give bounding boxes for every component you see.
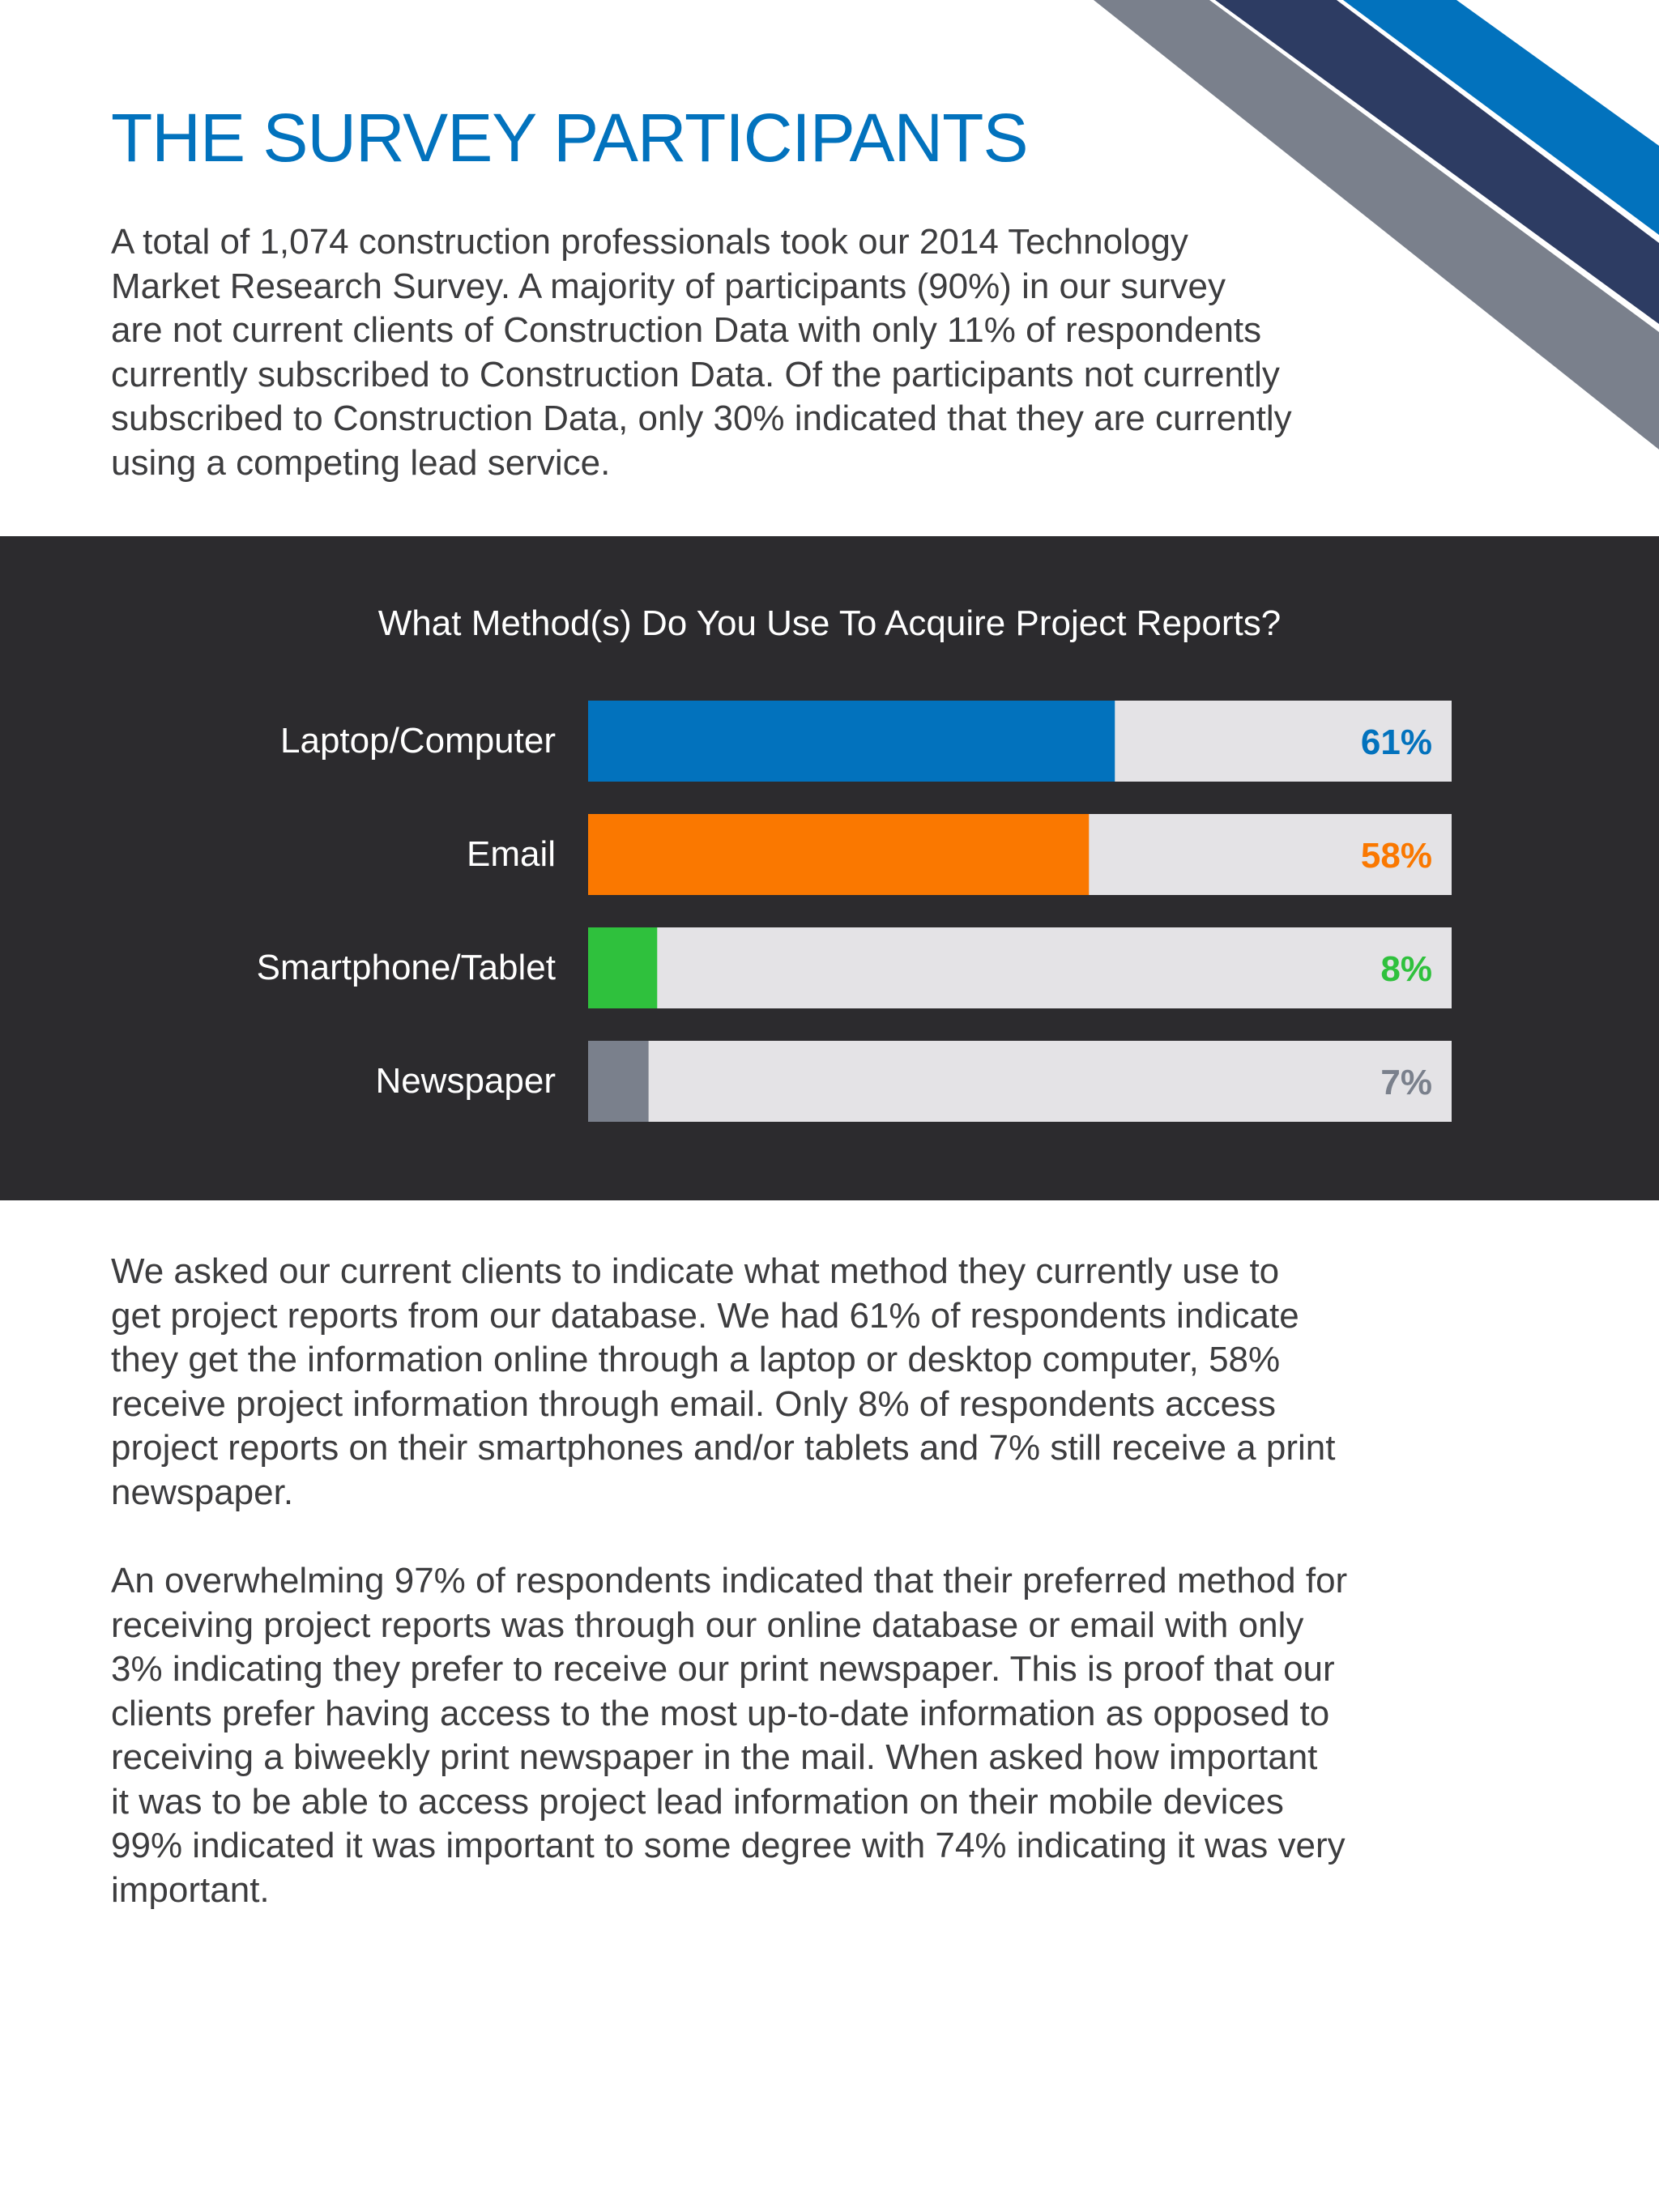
chart-title: What Method(s) Do You Use To Acquire Pro… [377,603,1282,643]
bar-track-newspaper [588,1041,1452,1122]
bar-email [588,814,1090,895]
preference-paragraph: An overwhelming 97% of respondents indic… [111,1561,1348,1910]
category-label-smartphone-tablet: Smartphone/Tablet [257,948,556,987]
methods-paragraph: We asked our current clients to indicate… [111,1251,1336,1512]
value-label-email: 58% [1361,836,1432,876]
value-label-laptop-computer: 61% [1361,722,1432,762]
bar-newspaper [588,1041,649,1122]
stripe-blue [1343,0,1659,235]
chart-panel: What Method(s) Do You Use To Acquire Pro… [0,536,1659,1200]
category-label-email: Email [467,834,556,874]
intro-paragraph: A total of 1,074 construction profession… [111,222,1292,483]
category-label-newspaper: Newspaper [375,1061,556,1101]
bar-laptop-computer [588,701,1115,782]
page-title: THE SURVEY PARTICIPANTS [111,100,1029,176]
bar-track-smartphone-tablet [588,927,1452,1008]
bar-chart: Laptop/Computer 61% Email 58% Smartphone/Tab… [257,701,1452,1122]
bar-smartphone-tablet [588,927,658,1008]
value-label-newspaper: 7% [1380,1063,1432,1102]
value-label-smartphone-tablet: 8% [1380,949,1432,989]
category-label-laptop-computer: Laptop/Computer [280,721,556,761]
